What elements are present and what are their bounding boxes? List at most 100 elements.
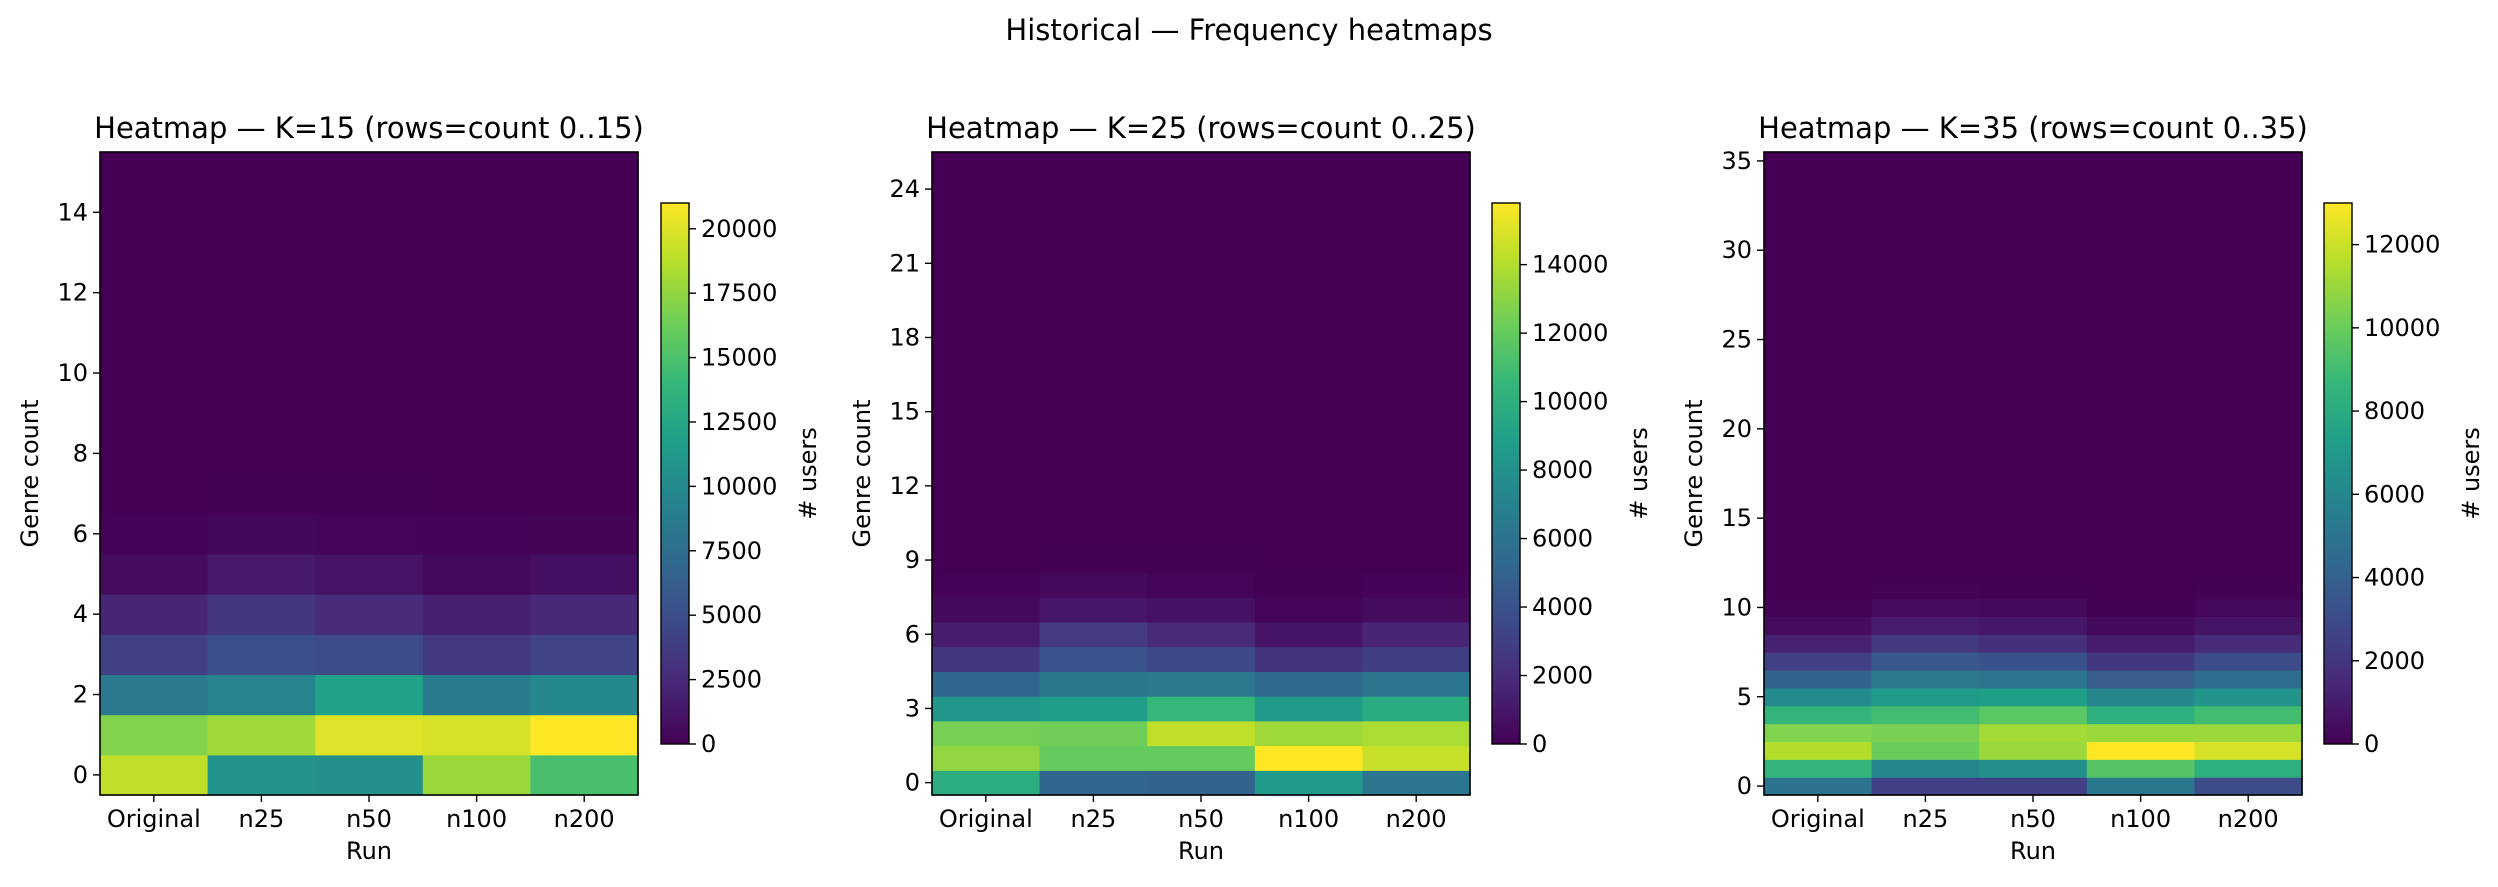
heatmap-cell [2086, 705, 2195, 725]
heatmap-cell [932, 250, 1041, 277]
heatmap-cell [1039, 349, 1148, 376]
heatmap-cell [207, 513, 316, 555]
colorbar-tick-label: 0 [1532, 730, 1547, 758]
heatmap-cell [1871, 705, 1980, 725]
x-tick-label: n100 [446, 805, 507, 833]
heatmap-cell [422, 393, 531, 434]
heatmap-cell [1039, 448, 1148, 475]
heatmap-cell [1871, 205, 1980, 225]
heatmap-cell [1254, 176, 1363, 203]
colorbar-tick-label: 17500 [701, 279, 777, 307]
heatmap-cell [1254, 473, 1363, 499]
heatmap-cell [100, 433, 209, 475]
y-tick-label: 10 [57, 359, 88, 387]
heatmap-cell [1039, 696, 1148, 722]
heatmap-cell [1039, 720, 1148, 747]
heatmap-cell [2194, 187, 2303, 207]
heatmap-cell [1147, 250, 1256, 277]
heatmap-cell [2194, 205, 2303, 225]
heatmap-cell [932, 448, 1041, 475]
heatmap-cell [1764, 419, 1873, 439]
heatmap-cell [1254, 201, 1363, 227]
heatmap-cell [207, 674, 316, 716]
heatmap-cell [422, 594, 531, 635]
colorbar-tick-label: 10000 [701, 472, 777, 500]
heatmap-cell [1362, 597, 1471, 623]
colorbar-tick-label: 0 [2364, 730, 2379, 758]
heatmap-cell [1764, 527, 1873, 546]
heatmap-cells [100, 152, 639, 796]
heatmap-cell [1147, 696, 1256, 722]
x-axis-label: Run [1178, 837, 1224, 865]
heatmap-cell [1871, 241, 1980, 260]
heatmap-cell [100, 754, 209, 796]
heatmap-cell [315, 674, 424, 716]
heatmap-cell [1979, 241, 2088, 260]
heatmap-cell [207, 433, 316, 475]
heatmap-cell [315, 393, 424, 434]
heatmap-cell [1147, 176, 1256, 203]
heatmap-cell [530, 634, 639, 676]
heatmap-cell [1254, 448, 1363, 475]
heatmap-cell [1764, 223, 1873, 242]
heatmap-cell [932, 349, 1041, 376]
heatmap-cell [530, 714, 639, 756]
colorbar-tick-label: 8000 [1532, 456, 1593, 484]
heatmap-cell [1871, 455, 1980, 475]
heatmap-cell [315, 634, 424, 676]
heatmap-cell [1764, 330, 1873, 350]
heatmap-cell [1871, 294, 1980, 314]
heatmap-cell [1362, 646, 1471, 672]
heatmap-cell [315, 232, 424, 274]
heatmap-cell [1147, 621, 1256, 648]
heatmap-cell [100, 232, 209, 274]
heatmap-cell [1254, 696, 1363, 722]
heatmap-cell [1362, 498, 1471, 524]
heatmap-cell [2086, 419, 2195, 439]
heatmap-cell [2194, 705, 2303, 725]
heatmap-cell [1764, 687, 1873, 707]
heatmap-cell [1362, 572, 1471, 598]
heatmap-cell [530, 312, 639, 354]
heatmap-cell [1147, 448, 1256, 475]
heatmap-cell [1871, 402, 1980, 421]
heatmap-cell [2086, 366, 2195, 385]
heatmap-cell [1147, 275, 1256, 301]
heatmap-cell [1871, 580, 1980, 600]
heatmap-cell [2086, 187, 2195, 207]
panel-title: Heatmap — K=15 (rows=count 0..15) [94, 111, 644, 145]
heatmap-cell [1147, 671, 1256, 697]
heatmap-cell [1871, 598, 1980, 617]
colorbar-tick-label: 2000 [2364, 647, 2425, 675]
heatmap-cell [2086, 509, 2195, 528]
heatmap-cell [1764, 759, 1873, 778]
heatmap-cell [1871, 652, 1980, 671]
heatmap-cell [932, 597, 1041, 623]
heatmap-cell [1039, 547, 1148, 574]
heatmap-cell [530, 152, 639, 193]
heatmap-cell [932, 325, 1041, 351]
heatmap-cell [1362, 201, 1471, 227]
heatmap-cell [207, 634, 316, 676]
colorbar: 0 2000 4000 6000 8000 10000 12000 # users [2323, 202, 2485, 758]
heatmap-cell [1764, 402, 1873, 421]
heatmap-cell [1039, 374, 1148, 400]
heatmap-cell [1039, 770, 1148, 796]
colorbar-tick-label: 15000 [701, 344, 777, 372]
heatmap-cell [207, 192, 316, 233]
heatmap-cell [2194, 687, 2303, 707]
heatmap-cell [1764, 491, 1873, 510]
heatmap-cell [422, 312, 531, 354]
heatmap-cell [1871, 277, 1980, 296]
heatmap-cell [2194, 169, 2303, 189]
heatmap-cell [1362, 424, 1471, 450]
heatmap-cell [1764, 741, 1873, 760]
colorbar-tick-label: 5000 [701, 601, 762, 629]
colorbar-tick-label: 12500 [701, 408, 777, 436]
y-axis-label: Genre count [1680, 399, 1708, 547]
heatmap-cell [1979, 223, 2088, 242]
heatmap-cell [1764, 562, 1873, 582]
heatmap-cell [2194, 741, 2303, 760]
y-tick-label: 0 [905, 769, 920, 797]
